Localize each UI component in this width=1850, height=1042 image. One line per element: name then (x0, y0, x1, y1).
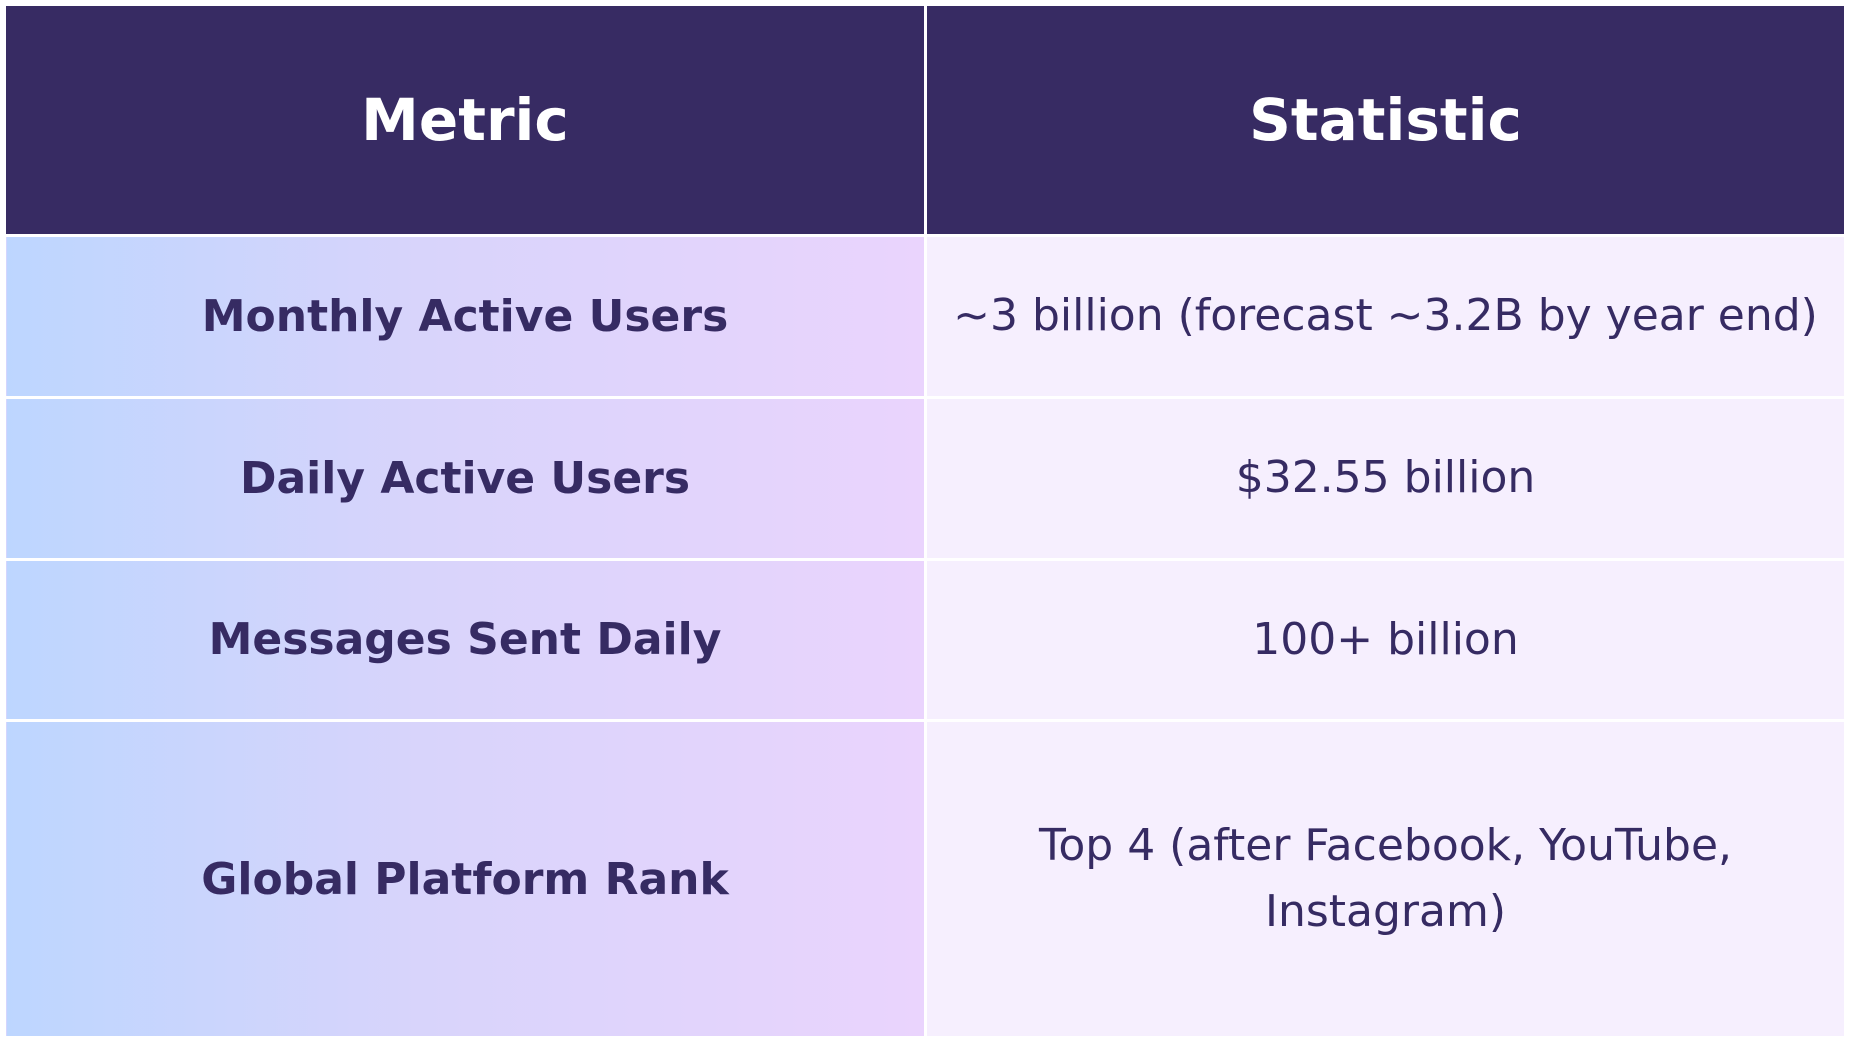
statistic-cell: 100+ billion (924, 557, 1847, 723)
table-row: Daily Active Users $32.55 billion (3, 395, 1847, 561)
statistic-cell: Top 4 (after Facebook, YouTube, Instagra… (924, 719, 1847, 1039)
metric-cell: Messages Sent Daily (3, 557, 927, 723)
stats-table: Metric Statistic Monthly Active Users ~3… (3, 3, 1847, 1039)
statistic-cell: ~3 billion (forecast ~3.2B by year end) (924, 234, 1847, 399)
table-row: Messages Sent Daily 100+ billion (3, 557, 1847, 723)
metric-cell: Global Platform Rank (3, 719, 927, 1039)
metric-cell: Daily Active Users (3, 395, 927, 561)
metric-cell: Monthly Active Users (3, 234, 927, 399)
header-statistic: Statistic (924, 3, 1847, 237)
header-metric: Metric (3, 3, 927, 237)
header-row: Metric Statistic (3, 3, 1847, 237)
table-row: Global Platform Rank Top 4 (after Facebo… (3, 719, 1847, 1039)
statistic-cell: $32.55 billion (924, 395, 1847, 561)
table-row: Monthly Active Users ~3 billion (forecas… (3, 234, 1847, 399)
